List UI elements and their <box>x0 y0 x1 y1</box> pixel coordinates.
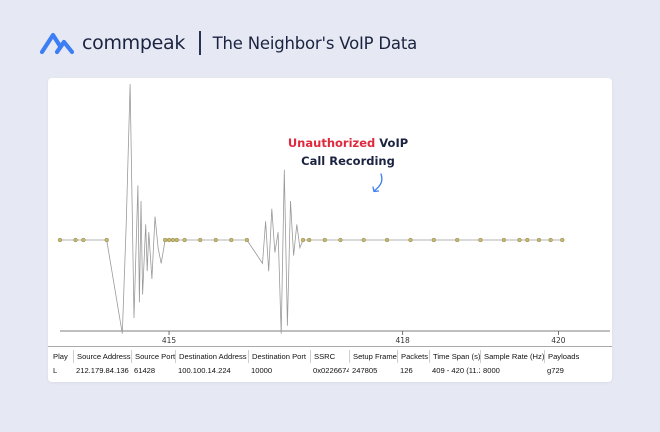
x-tick-label: 415 <box>162 336 177 345</box>
data-point <box>478 237 483 243</box>
page-title: The Neighbor's VoIP Data <box>212 33 418 53</box>
header-divider <box>199 31 201 55</box>
column-header[interactable]: Sample Rate (Hz) <box>480 350 544 363</box>
data-point <box>548 237 553 243</box>
data-point <box>307 237 312 243</box>
table-row[interactable]: L 212.179.84.136 61428 100.100.14.224 10000 0… <box>48 364 612 377</box>
data-point <box>338 237 343 243</box>
annotation: Unauthorized VoIP Call Recording <box>278 134 418 198</box>
data-point <box>455 237 460 243</box>
column-header[interactable]: Source Address <box>73 350 131 363</box>
data-point <box>322 237 327 243</box>
table-cell: 10000 <box>251 366 273 375</box>
data-point <box>213 237 218 243</box>
column-header[interactable]: Setup Frame <box>349 350 397 363</box>
data-point <box>525 237 530 243</box>
rtp-stream-table: Play Source Address Source Port Destination… <box>48 346 612 382</box>
table-cell: L <box>53 366 58 375</box>
data-point <box>300 237 306 243</box>
commpeak-logo-icon <box>40 32 74 55</box>
column-header[interactable]: Time Span (s) <box>429 350 480 363</box>
data-point <box>536 237 542 243</box>
series-line <box>60 83 563 334</box>
header: commpeak The Neighbor's VoIP Data <box>40 26 417 60</box>
data-point <box>408 237 413 243</box>
x-tick-label: 420 <box>551 336 566 345</box>
column-header[interactable]: Play <box>53 352 68 361</box>
data-point <box>385 237 390 243</box>
curved-arrow-icon <box>372 173 383 193</box>
x-tick-label: 418 <box>396 336 411 345</box>
column-header[interactable]: Packets <box>397 350 429 363</box>
data-point <box>517 237 522 243</box>
data-point <box>162 237 168 243</box>
data-point <box>501 237 506 243</box>
x-axis-ticks: 415 418 420 <box>162 331 566 345</box>
table-cell: 212.179.84.136 <box>76 366 129 375</box>
data-point <box>57 237 63 243</box>
rtp-stream-plot: 415 418 420 <box>57 83 610 345</box>
data-point <box>198 237 203 243</box>
table-cell: 100.100.14.224 <box>178 366 231 375</box>
data-point <box>104 237 109 243</box>
annotation-line-1: Unauthorized VoIP <box>278 134 418 152</box>
column-header[interactable]: SSRC <box>310 350 349 363</box>
column-header[interactable]: Destination Port <box>248 350 310 363</box>
data-point <box>560 237 565 243</box>
annotation-line-2: Call Recording <box>301 154 395 168</box>
data-point <box>229 237 234 243</box>
table-cell: 0x02266744 <box>313 366 349 375</box>
data-point <box>73 237 78 243</box>
data-point <box>244 237 249 243</box>
data-point <box>431 237 436 243</box>
data-point <box>81 237 86 243</box>
series-markers <box>57 237 565 243</box>
data-point <box>182 237 187 243</box>
data-point <box>174 237 179 243</box>
table-cell: 409 - 420 (11.2) <box>432 366 480 375</box>
table-header-row: Play Source Address Source Port Destination… <box>48 350 612 363</box>
table-cell: 126 <box>400 366 413 375</box>
wireshark-rtp-panel: 415 418 420 Unauthorized VoIP Call Recordi… <box>48 78 612 382</box>
data-point <box>166 237 172 243</box>
column-header[interactable]: Destination Address <box>175 350 248 363</box>
data-point <box>170 237 175 243</box>
table-cell: g729 <box>547 366 564 375</box>
brand-name: commpeak <box>82 32 186 54</box>
table-cell: 8000 <box>483 366 500 375</box>
table-cell: 61428 <box>134 366 156 375</box>
column-header[interactable]: Payloads <box>544 350 612 363</box>
annotation-highlight: Unauthorized <box>287 136 376 150</box>
column-header[interactable]: Source Port <box>131 350 175 363</box>
annotation-rest: VoIP <box>379 136 409 150</box>
table-cell: 247805 <box>352 366 378 375</box>
data-point <box>361 237 366 243</box>
